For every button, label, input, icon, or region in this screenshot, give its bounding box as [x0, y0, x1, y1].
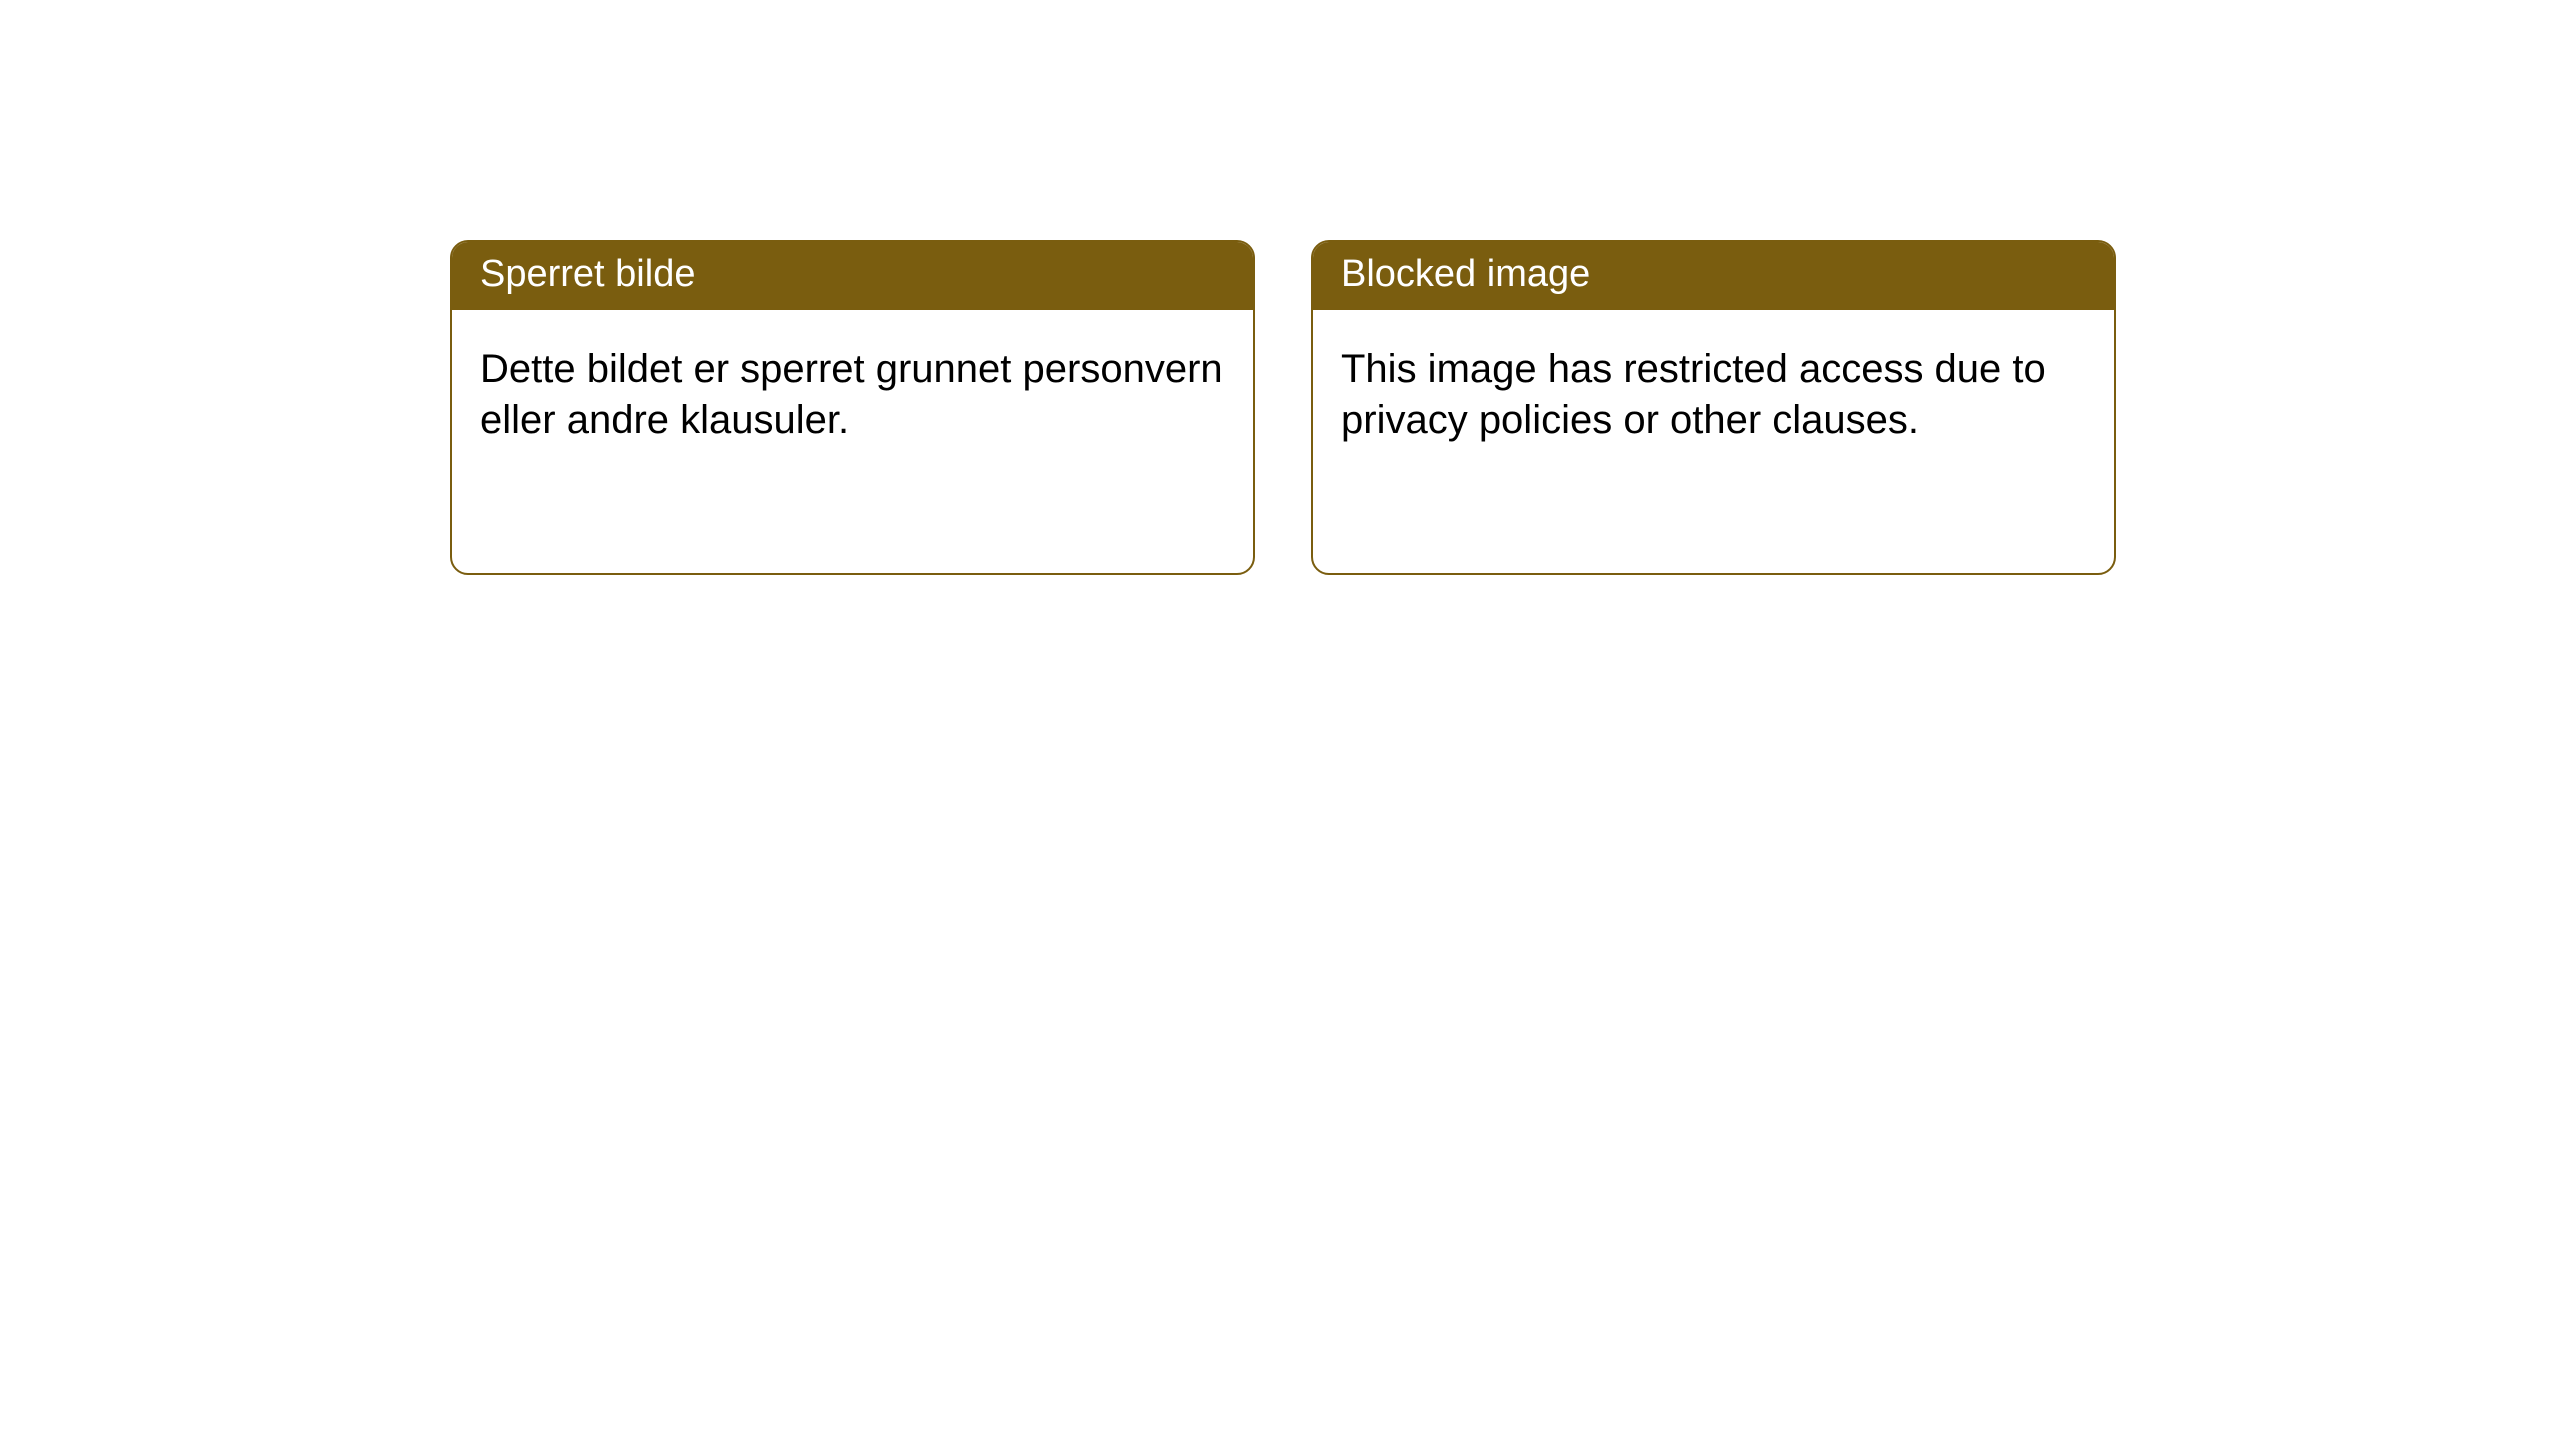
notice-card-en: Blocked image This image has restricted …: [1311, 240, 2116, 575]
notice-card-body: This image has restricted access due to …: [1313, 310, 2114, 480]
notice-card-no: Sperret bilde Dette bildet er sperret gr…: [450, 240, 1255, 575]
notice-card-title: Sperret bilde: [452, 242, 1253, 310]
notice-card-body: Dette bildet er sperret grunnet personve…: [452, 310, 1253, 480]
notice-card-title: Blocked image: [1313, 242, 2114, 310]
notice-container: Sperret bilde Dette bildet er sperret gr…: [0, 0, 2560, 575]
